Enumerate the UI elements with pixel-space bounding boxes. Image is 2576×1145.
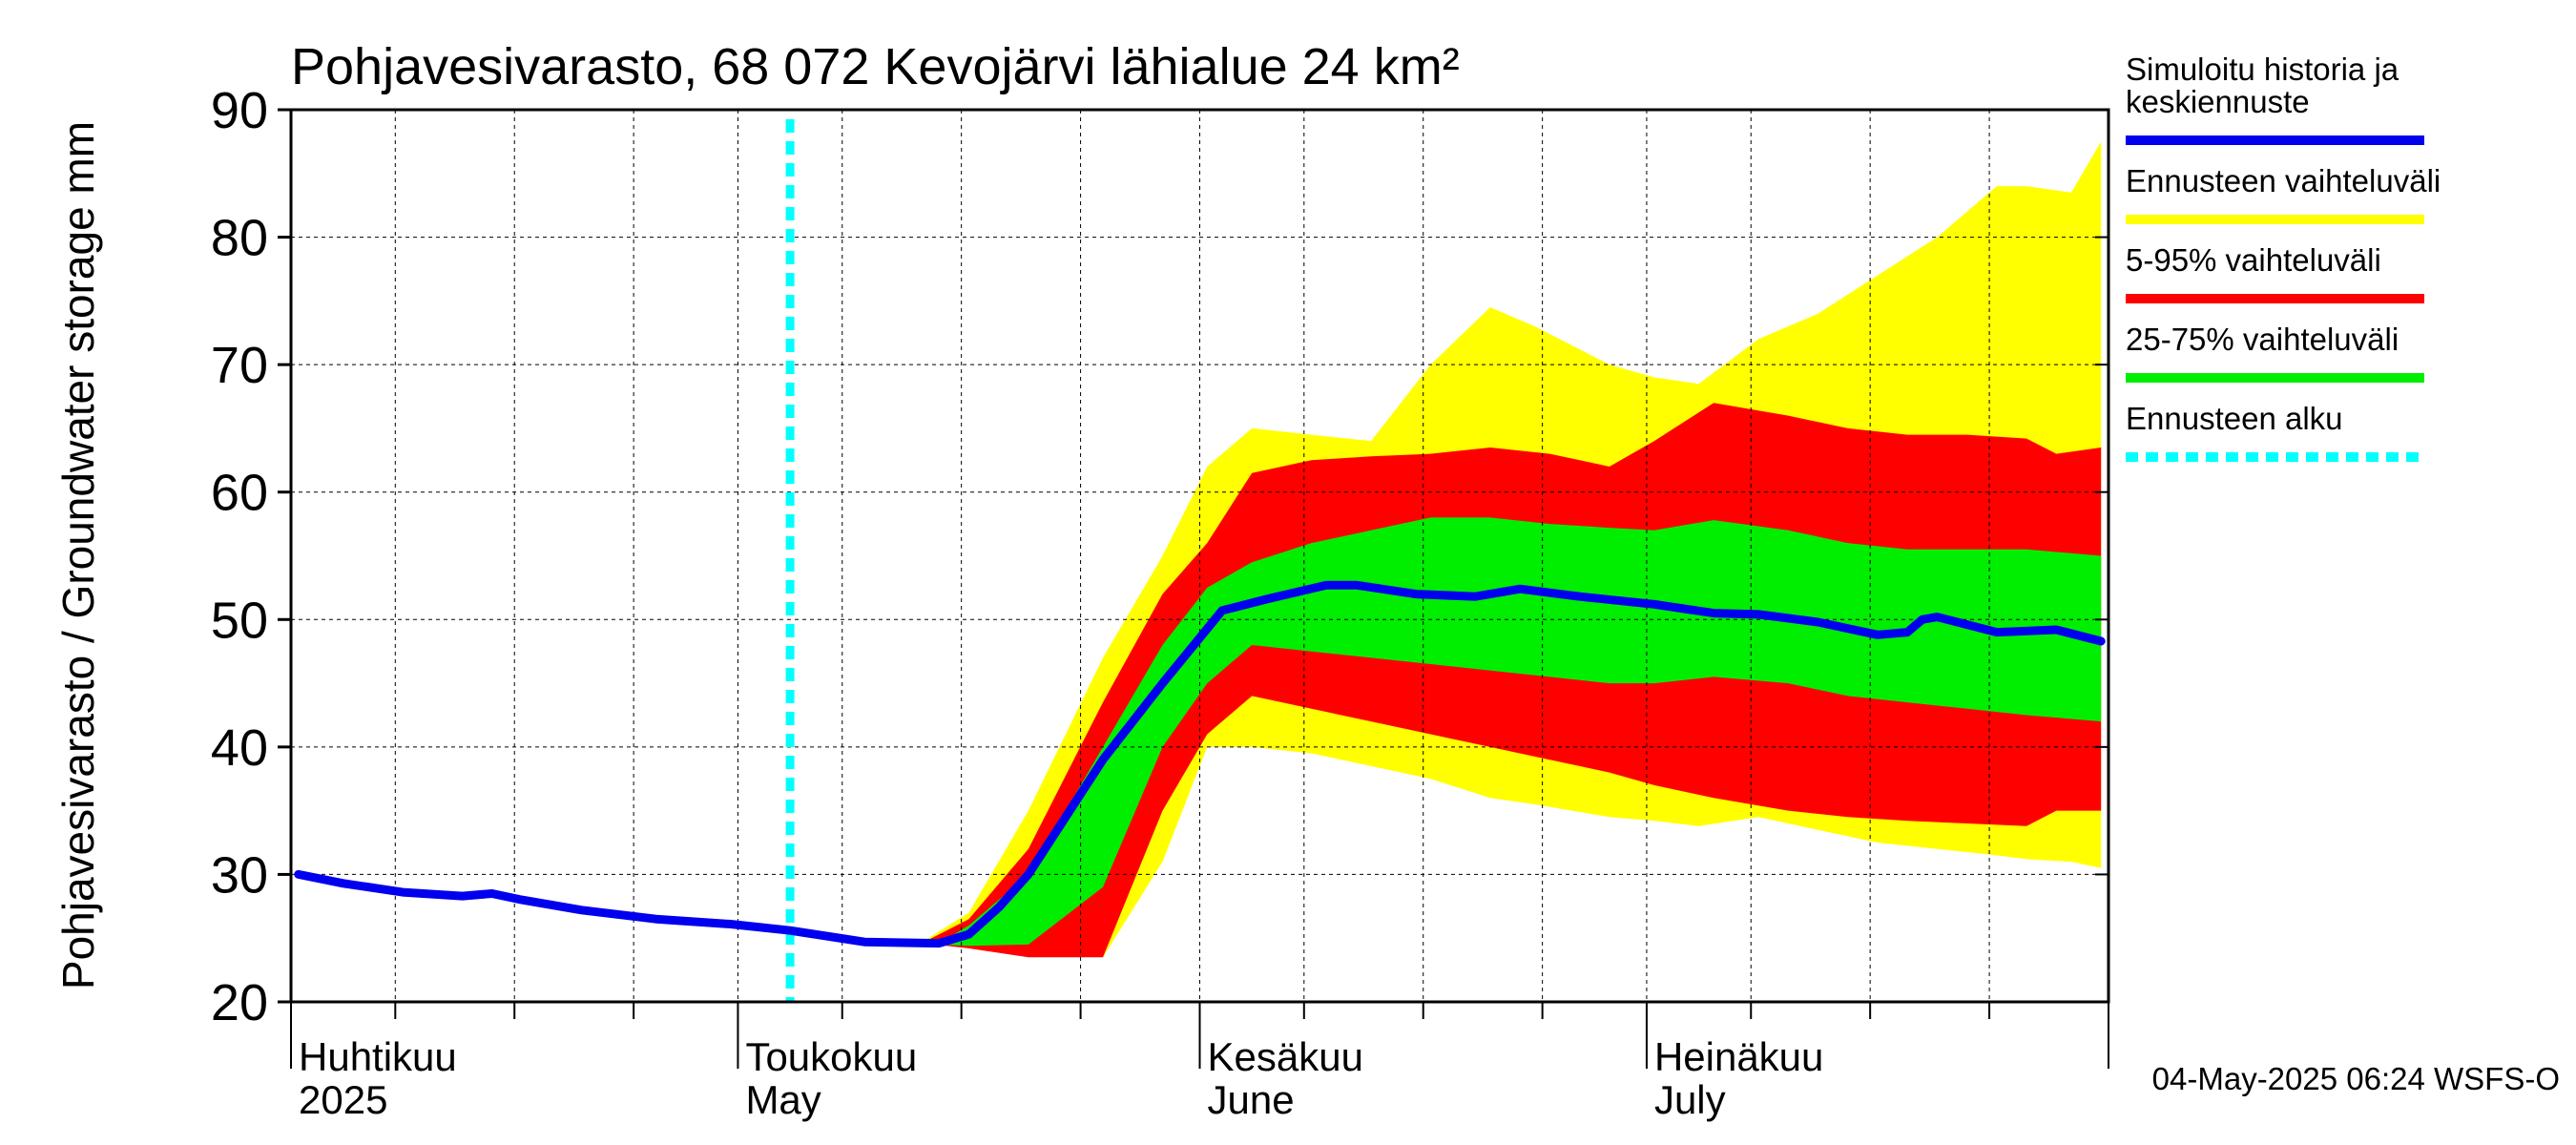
x-month-sublabel: June [1208, 1077, 1295, 1122]
y-axis-label: Pohjavesivarasto / Groundwater storage m… [53, 121, 103, 989]
legend-label: 5-95% vaihteluväli [2126, 242, 2381, 278]
legend-label: 25-75% vaihteluväli [2126, 322, 2399, 357]
y-tick-label: 60 [211, 465, 268, 522]
y-tick-label: 70 [211, 337, 268, 394]
x-month-label: Heinäkuu [1654, 1034, 1823, 1079]
legend-label: keskiennuste [2126, 84, 2310, 119]
x-month-sublabel: May [745, 1077, 821, 1122]
y-tick-label: 80 [211, 210, 268, 267]
x-month-sublabel: July [1654, 1077, 1726, 1122]
forecast-bands [924, 141, 2102, 958]
x-month-label: Huhtikuu [299, 1034, 457, 1079]
y-tick-label: 90 [211, 82, 268, 139]
y-tick-label: 20 [211, 974, 268, 1031]
legend-label: Simuloitu historia ja [2126, 52, 2399, 87]
x-month-label: Kesäkuu [1208, 1034, 1363, 1079]
series-lines [294, 119, 2106, 1002]
x-month-sublabel: 2025 [299, 1077, 387, 1122]
timestamp: 04-May-2025 06:24 WSFS-O [2152, 1061, 2560, 1096]
x-month-label: Toukokuu [745, 1034, 917, 1079]
median-line [294, 580, 2106, 948]
chart-title: Pohjavesivarasto, 68 072 Kevojärvi lähia… [291, 38, 1460, 95]
y-tick-label: 50 [211, 592, 268, 649]
legend-label: Ennusteen vaihteluväli [2126, 163, 2441, 198]
legend-label: Ennusteen alku [2126, 401, 2343, 436]
y-tick-label: 30 [211, 846, 268, 904]
y-tick-label: 40 [211, 719, 268, 777]
